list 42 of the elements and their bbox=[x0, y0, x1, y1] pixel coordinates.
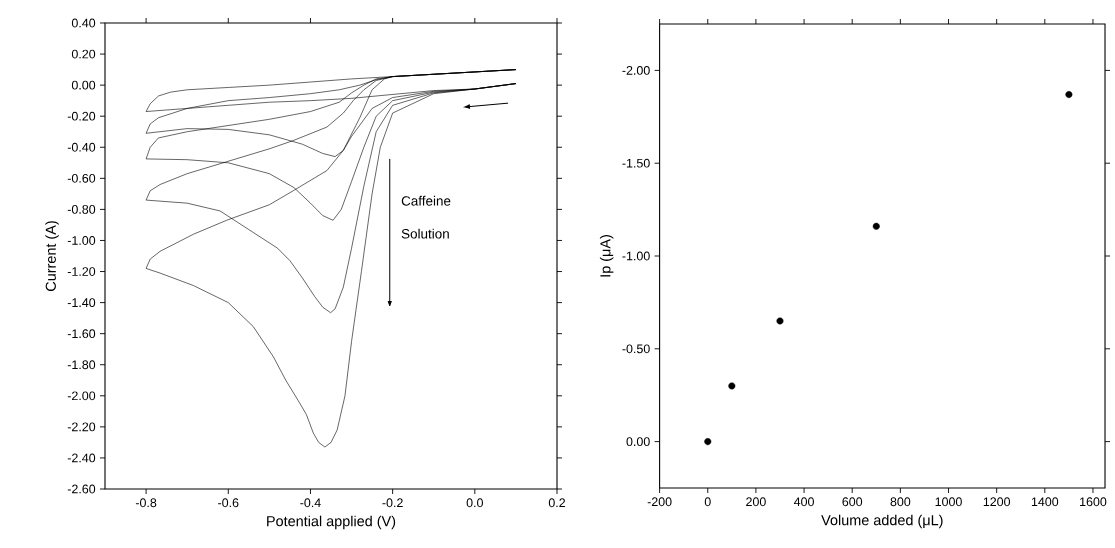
x-tick-label: -0.8 bbox=[135, 498, 157, 508]
x-tick-label: 1400 bbox=[1031, 497, 1059, 507]
x-tick-label: -0.2 bbox=[382, 498, 403, 508]
x-tick-label: 400 bbox=[793, 497, 814, 507]
y-tick-label: -1.00 bbox=[622, 251, 650, 261]
y-tick-label: -0.80 bbox=[67, 205, 96, 214]
x-tick-label: 200 bbox=[746, 497, 766, 507]
y-tick-label: 0.40 bbox=[71, 18, 96, 28]
y-tick-label: -0.40 bbox=[67, 142, 96, 152]
y-tick-label: 0.00 bbox=[71, 80, 96, 90]
x-tick-label: -0.4 bbox=[300, 498, 321, 508]
y-axis-title: Current (A) bbox=[45, 221, 59, 291]
y-tick-label: -0.20 bbox=[67, 111, 96, 121]
y-tick-label: -1.00 bbox=[67, 236, 96, 245]
y-tick-label: -1.80 bbox=[67, 360, 96, 370]
y-tick-label: -2.00 bbox=[67, 391, 96, 401]
x-tick-label: 0 bbox=[704, 497, 711, 507]
y-tick-label: -1.50 bbox=[622, 158, 650, 168]
y-tick-label: -0.60 bbox=[67, 173, 96, 183]
x-tick-label: -0.6 bbox=[218, 498, 239, 508]
text: Caffeine Solution bbox=[401, 195, 451, 239]
x-axis-title: Potential applied (V) bbox=[267, 515, 396, 530]
y-tick-label: -2.60 bbox=[67, 484, 96, 494]
x-tick-label: 1200 bbox=[983, 497, 1011, 507]
x-tick-label: -200 bbox=[647, 497, 672, 507]
x-tick-label: 1600 bbox=[1080, 497, 1107, 507]
x-tick-label: 1000 bbox=[935, 497, 962, 507]
y-tick-label: -1.40 bbox=[67, 298, 96, 308]
y-tick-label: 0.20 bbox=[71, 49, 96, 59]
x-tick-label: 0.2 bbox=[548, 498, 566, 508]
y-tick-label: -1.60 bbox=[67, 329, 96, 339]
y-tick-label: -2.00 bbox=[622, 66, 650, 75]
y-tick-label: -2.20 bbox=[67, 422, 96, 432]
y-axis-title: Ip (μA) bbox=[599, 235, 614, 277]
y-tick-label: -2.40 bbox=[67, 453, 96, 463]
x-tick-label: 0.0 bbox=[466, 498, 483, 508]
y-tick-label: -1.20 bbox=[67, 267, 96, 276]
x-tick-label: 600 bbox=[842, 497, 863, 507]
x-tick-label: 800 bbox=[890, 497, 911, 507]
y-tick-label: 0.00 bbox=[626, 437, 650, 447]
x-axis-title: Volume added (μL) bbox=[821, 514, 943, 529]
y-tick-label: -0.50 bbox=[622, 344, 650, 354]
